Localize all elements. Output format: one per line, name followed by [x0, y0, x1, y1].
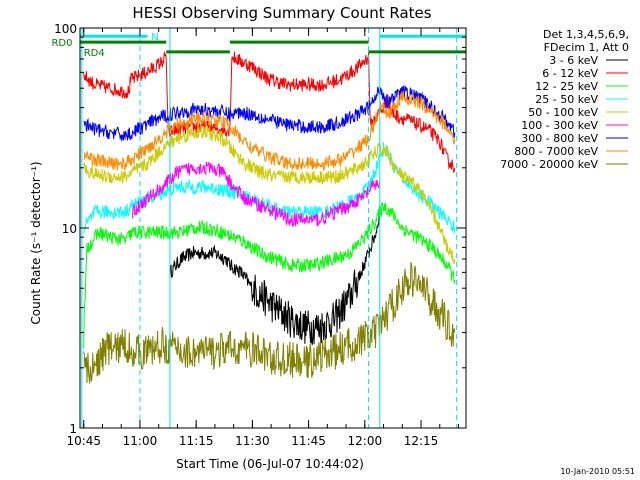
- flag-label-rd0: RD0: [51, 38, 72, 49]
- series-6: [83, 85, 456, 142]
- y-tick-label-2: 100: [54, 22, 77, 36]
- legend-label-3: 25 - 50 keV: [535, 93, 598, 106]
- x-tick-label-6: 12:15: [404, 434, 439, 448]
- series-line-4: [83, 125, 456, 265]
- series-line-3: [83, 141, 456, 234]
- x-tick-label-5: 12:00: [348, 434, 383, 448]
- legend-label-6: 300 - 800 keV: [521, 132, 598, 145]
- x-tick-label-1: 11:00: [123, 434, 158, 448]
- flag-label-n: N: [151, 32, 158, 43]
- y-tick-label-0: 1: [69, 422, 77, 436]
- x-axis-label: Start Time (06-Jul-07 10:44:02): [176, 457, 364, 471]
- legend-label-8: 7000 - 20000 keV: [500, 158, 598, 171]
- x-tick-label-2: 11:15: [179, 434, 214, 448]
- series-line-8: [83, 261, 456, 384]
- legend-label-7: 800 - 7000 keV: [514, 145, 598, 158]
- legend-label-5: 100 - 300 keV: [521, 119, 598, 132]
- x-axis: 10:45 11:00 11:15 11:30 11:45 12:00 12:15: [66, 28, 460, 448]
- legend-label-1: 6 - 12 keV: [542, 67, 598, 80]
- footer-timestamp: 10-Jan-2010 05:51: [560, 467, 635, 476]
- y-axis-label: Count Rate (s⁻¹ detector⁻¹): [29, 161, 43, 324]
- series-8: [83, 261, 456, 384]
- flag-label-rd4: RD4: [84, 48, 105, 59]
- legend: Det 1,3,4,5,6,9, FDecim 1, Att 0 3 - 6 k…: [500, 28, 629, 171]
- legend-header-line-2: FDecim 1, Att 0: [544, 41, 629, 54]
- legend-label-4: 50 - 100 keV: [528, 106, 598, 119]
- x-tick-label-3: 11:30: [235, 434, 270, 448]
- series-line-7: [83, 90, 456, 172]
- legend-header-line-1: Det 1,3,4,5,6,9,: [543, 28, 629, 41]
- series-line-2: [83, 201, 456, 349]
- legend-label-2: 12 - 25 keV: [535, 80, 598, 93]
- series-line-6: [83, 85, 456, 142]
- series-0: [169, 210, 381, 345]
- series-line-0: [169, 210, 381, 345]
- series-line-5: [132, 161, 381, 227]
- x-tick-label-4: 11:45: [291, 434, 326, 448]
- series-4: [83, 125, 456, 265]
- y-axis: 1 10 100: [54, 22, 466, 436]
- legend-label-0: 3 - 6 keV: [549, 54, 598, 67]
- plot-area: N RD0 RD4: [51, 27, 467, 429]
- x-tick-label-0: 10:45: [66, 434, 101, 448]
- series-7: [83, 90, 456, 172]
- y-tick-label-1: 10: [62, 222, 77, 236]
- series-5: [132, 161, 381, 227]
- series-3: [83, 141, 456, 234]
- chart-title: HESSI Observing Summary Count Rates: [132, 4, 431, 22]
- series-2: [83, 201, 456, 349]
